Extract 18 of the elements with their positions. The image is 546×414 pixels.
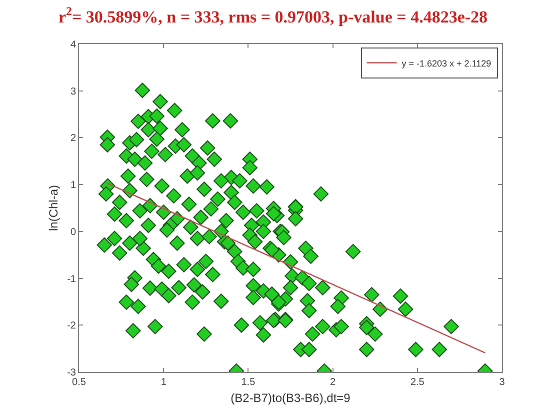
y-tick-label: -3 — [67, 368, 76, 378]
x-tick-label: 3 — [499, 377, 506, 388]
y-tick-label: -1 — [67, 274, 76, 285]
legend-label: y = -1.6203 x + 2.1129 — [402, 58, 492, 68]
x-tick-label: 2.5 — [410, 377, 425, 388]
x-tick-label: 1.5 — [241, 377, 256, 388]
y-axis-title: ln(Chl-a) — [46, 184, 60, 232]
y-tick-label: 0 — [70, 226, 76, 238]
y-tick-label: 1 — [70, 180, 76, 192]
x-axis-title: (B2-B7)to(B3-B6),dt=9 — [230, 390, 351, 405]
y-tick-label: 4 — [70, 40, 76, 50]
x-tick-label: 0.5 — [72, 377, 86, 388]
y-tick-label: -2 — [67, 320, 76, 332]
x-tick-label: 1 — [160, 377, 167, 388]
y-tick-label: 2 — [70, 133, 76, 144]
chart-title: r$^{2}$= 30.5899%, n = 333, rms = 0.97003, p-value = 4.4823e-28 — [58, 4, 488, 26]
x-tick-label: 2 — [330, 377, 336, 388]
y-tick-label: 3 — [70, 86, 76, 98]
